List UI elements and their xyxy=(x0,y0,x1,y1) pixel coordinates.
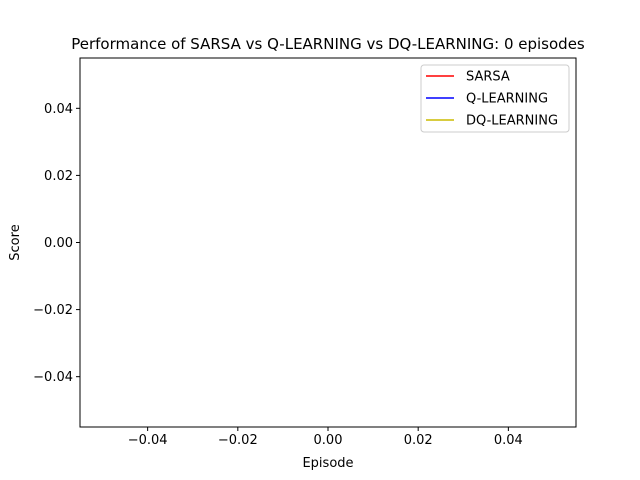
y-axis-label: Score xyxy=(8,224,23,260)
y-tick-label: −0.02 xyxy=(33,303,73,318)
x-axis-label: Episode xyxy=(302,456,353,471)
x-tick-label: 0.02 xyxy=(404,433,433,448)
x-axis-ticks: −0.04 −0.02 0.00 0.02 0.04 xyxy=(128,427,523,448)
y-axis-ticks: −0.04 −0.02 0.00 0.02 0.04 xyxy=(33,102,80,385)
x-tick-label: −0.02 xyxy=(218,433,258,448)
y-tick-label: 0.04 xyxy=(44,102,73,117)
legend-box xyxy=(420,64,570,133)
chart-title: Performance of SARSA vs Q-LEARNING vs DQ… xyxy=(71,35,585,53)
x-tick-label: −0.04 xyxy=(128,433,168,448)
x-tick-label: 0.00 xyxy=(314,433,343,448)
y-tick-label: −0.04 xyxy=(33,370,73,385)
legend: SARSA Q-LEARNING DQ-LEARNING xyxy=(420,64,570,133)
x-tick-label: 0.04 xyxy=(494,433,523,448)
legend-label: DQ-LEARNING xyxy=(466,114,558,129)
plot-frame xyxy=(79,57,577,428)
y-tick-label: 0.00 xyxy=(44,236,73,251)
legend-label: Q-LEARNING xyxy=(466,92,548,107)
legend-label: SARSA xyxy=(466,70,510,85)
y-tick-label: 0.02 xyxy=(44,169,73,184)
